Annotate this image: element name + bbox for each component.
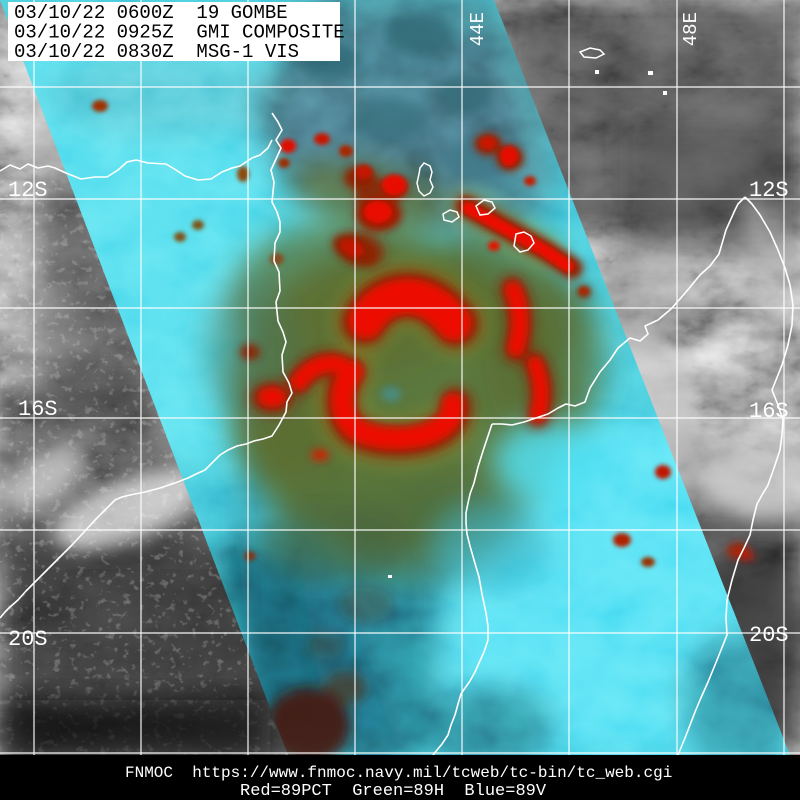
svg-text:44E: 44E	[467, 12, 489, 46]
svg-text:FNMOC https://www.fnmoc.navy.: FNMOC https://www.fnmoc.navy.mil/tcweb/t…	[125, 764, 672, 782]
svg-text:03/10/22 0830Z MSG-1 VIS: 03/10/22 0830Z MSG-1 VIS	[14, 41, 299, 63]
svg-text:03/10/22 0925Z GMI COMPOSITE: 03/10/22 0925Z GMI COMPOSITE	[14, 22, 345, 44]
svg-text:Red=89PCT Green=89H Blue=89V: Red=89PCT Green=89H Blue=89V	[240, 782, 547, 800]
svg-text:48E: 48E	[680, 12, 702, 46]
svg-text:16S: 16S	[749, 399, 789, 424]
svg-text:20S: 20S	[749, 623, 789, 648]
svg-text:03/10/22 0600Z 19 GOMBE: 03/10/22 0600Z 19 GOMBE	[14, 2, 288, 24]
svg-text:12S: 12S	[8, 178, 48, 203]
svg-text:20S: 20S	[8, 627, 48, 652]
svg-text:12S: 12S	[749, 178, 789, 203]
svg-text:16S: 16S	[18, 397, 58, 422]
